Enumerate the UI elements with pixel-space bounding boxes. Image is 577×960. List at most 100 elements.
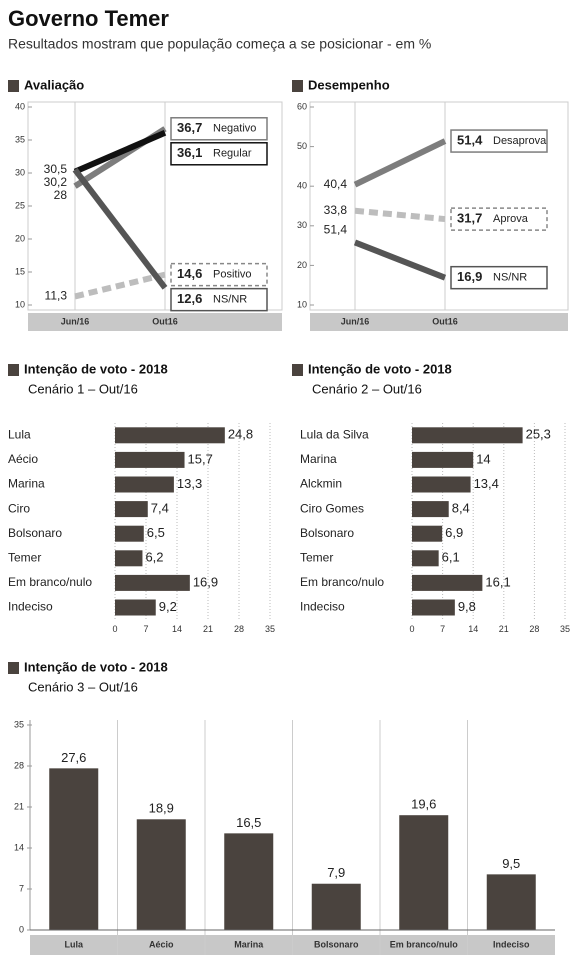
chart-title: Intenção de voto - 2018 [24, 659, 168, 674]
end-label-box [170, 262, 268, 287]
y-tick-label: 15 [15, 266, 25, 276]
bar [224, 833, 274, 930]
legend-label: NS/NR [213, 294, 247, 306]
bar [412, 501, 449, 518]
start-label: 11,3 [45, 289, 68, 303]
category-label: Indeciso [300, 600, 345, 614]
y-tick-label: 30 [297, 220, 307, 230]
chart-subtitle: Cenário 3 – Out/16 [28, 679, 138, 694]
plot-frame [309, 101, 569, 311]
x-tick-label: Indeciso [493, 939, 530, 949]
line [353, 239, 447, 281]
chart-title: Intenção de voto - 2018 [24, 361, 168, 376]
end-label-box [450, 129, 548, 153]
x-tick-label: 28 [529, 624, 539, 634]
category-label: Em branco/nulo [8, 575, 92, 589]
end-label-box [170, 117, 268, 141]
bar [399, 815, 449, 930]
x-tick-label: Out16 [152, 316, 178, 326]
bar [115, 574, 190, 591]
y-tick-label: 10 [15, 299, 25, 309]
end-value-label: 12,6 [177, 291, 202, 306]
value-label: 6,1 [442, 550, 460, 565]
x-tick-label: Lula [64, 939, 83, 949]
y-tick-label: 10 [297, 299, 307, 309]
value-label: 9,2 [159, 599, 177, 614]
start-label: 30,2 [44, 175, 68, 189]
x-tick-label: 35 [560, 624, 570, 634]
chart-subtitle: Cenário 2 – Out/16 [312, 381, 422, 396]
bar [412, 574, 483, 591]
y-tick-label: 60 [297, 101, 307, 111]
end-value-label: 51,4 [457, 132, 483, 147]
y-tick-label: 35 [15, 134, 25, 144]
header-icon [292, 80, 303, 92]
page-title: Governo Temer [8, 6, 169, 31]
x-tick-label: 21 [499, 624, 509, 634]
category-label: Alckmin [300, 477, 342, 491]
bar [115, 599, 156, 616]
line [354, 207, 446, 223]
value-label: 16,9 [193, 574, 218, 589]
header-icon [8, 80, 19, 92]
legend-label: Regular [213, 148, 252, 160]
bar [115, 525, 144, 542]
x-tick-label: Out16 [432, 316, 458, 326]
value-label: 14 [476, 451, 490, 466]
y-tick-label: 0 [19, 924, 24, 934]
bar [115, 550, 143, 567]
value-label: 25,3 [526, 427, 551, 442]
line [353, 138, 447, 188]
value-label: 9,8 [458, 599, 476, 614]
end-value-label: 31,7 [457, 211, 482, 226]
value-label: 13,3 [177, 476, 202, 491]
y-tick-label: 7 [19, 883, 24, 893]
value-label: 16,1 [485, 574, 510, 589]
y-tick-label: 40 [297, 181, 307, 191]
end-value-label: 16,9 [457, 269, 482, 284]
end-label-box [170, 142, 268, 166]
category-label: Marina [8, 477, 45, 491]
category-label: Bolsonaro [8, 526, 62, 540]
category-label: Temer [300, 550, 333, 564]
value-label: 6,9 [445, 525, 463, 540]
bar [49, 768, 99, 930]
header-icon [292, 364, 303, 376]
header-icon [8, 662, 19, 674]
legend-label: Positivo [213, 269, 252, 281]
x-tick-label: 7 [143, 624, 148, 634]
legend-label: Aprova [493, 213, 529, 225]
value-label: 19,6 [411, 797, 436, 812]
y-tick-label: 20 [297, 260, 307, 270]
value-label: 6,2 [145, 550, 163, 565]
y-tick-label: 40 [15, 101, 25, 111]
y-tick-label: 35 [14, 719, 24, 729]
start-label: 28 [54, 188, 68, 202]
bar [115, 501, 148, 518]
legend-label: Negativo [213, 123, 256, 135]
bar [412, 550, 439, 567]
bar [412, 451, 474, 468]
value-label: 6,5 [147, 525, 165, 540]
x-tick-label: Marina [234, 939, 264, 949]
end-label-box [170, 287, 268, 312]
end-label-box [450, 265, 548, 290]
y-tick-label: 30 [15, 167, 25, 177]
category-label: Temer [8, 550, 41, 564]
x-tick-label: Aécio [149, 939, 174, 949]
category-label: Aécio [8, 452, 38, 466]
end-value-label: 36,7 [177, 120, 202, 135]
end-label-box [450, 207, 548, 231]
line [74, 271, 166, 300]
x-tick-label: Jun/16 [341, 316, 370, 326]
chart-title: Avaliação [24, 77, 84, 92]
category-band [28, 313, 282, 331]
start-label: 30,5 [44, 162, 68, 176]
x-tick-label: Em branco/nulo [390, 939, 459, 949]
bar [412, 525, 443, 542]
bar [311, 883, 361, 930]
x-tick-label: 14 [172, 624, 182, 634]
legend-label: Desaprova [493, 135, 547, 147]
category-label: Ciro [8, 501, 30, 515]
category-label: Indeciso [8, 600, 53, 614]
